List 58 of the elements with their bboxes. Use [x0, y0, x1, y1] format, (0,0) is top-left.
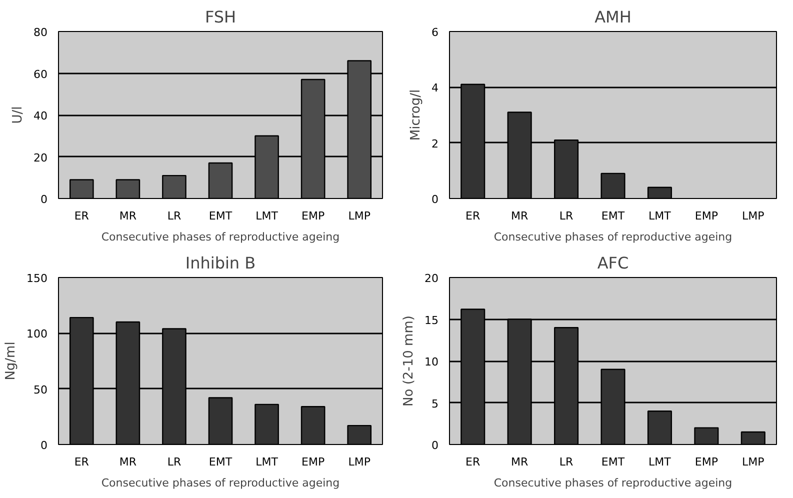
y-tick-label: 150: [26, 272, 48, 285]
x-tick-label: ER: [74, 210, 90, 222]
x-tick-label: ER: [466, 210, 481, 222]
y-tick-label: 10: [424, 356, 439, 368]
x-tick-label: LMP: [348, 456, 371, 468]
x-tick-label: LMP: [742, 456, 765, 468]
y-axis-title: Ng/ml: [4, 342, 19, 380]
x-tick-label: EMT: [601, 456, 625, 468]
x-tick-label: ER: [466, 456, 481, 468]
y-tick-label: 0: [432, 193, 438, 206]
x-tick-label: EMP: [694, 456, 718, 468]
x-axis-title: Consecutive phases of reproductive ageing: [101, 476, 340, 490]
x-axis-title: Consecutive phases of reproductive ageing: [494, 476, 732, 490]
chart-title: FSH: [204, 8, 236, 26]
y-tick-label: 40: [34, 110, 48, 122]
y-tick-label: 2: [432, 137, 438, 150]
y-tick-label: 100: [26, 328, 48, 341]
y-tick-label: 0: [40, 193, 48, 206]
x-axis-title: Consecutive phases of reproductive ageing: [101, 230, 340, 244]
chart-title: Inhibin B: [185, 254, 256, 272]
y-tick-label: 0: [432, 439, 438, 452]
x-tick-label: EMT: [601, 210, 625, 222]
x-tick-label: LMT: [648, 210, 672, 222]
y-tick-label: 5: [432, 397, 438, 410]
x-tick-label: MR: [119, 456, 137, 468]
chart-title: AFC: [597, 254, 629, 272]
x-tick-label: LMP: [742, 210, 765, 222]
y-tick-label: 4: [432, 82, 438, 95]
y-axis-title: Microg/l: [408, 89, 424, 141]
x-tick-label: LR: [559, 210, 574, 222]
x-tick-label: ER: [74, 456, 90, 468]
x-tick-label: MR: [511, 456, 528, 468]
x-tick-label: EMP: [302, 210, 325, 222]
x-tick-label: EMP: [302, 456, 325, 468]
y-tick-label: 50: [34, 383, 48, 396]
x-tick-label: LMT: [648, 456, 672, 468]
y-tick-label: 0: [40, 439, 48, 452]
y-tick-label: 15: [424, 314, 439, 327]
chart-title: AMH: [594, 8, 632, 26]
x-tick-label: LMP: [348, 210, 371, 222]
x-tick-label: MR: [119, 210, 137, 222]
y-tick-label: 80: [34, 26, 48, 39]
x-axis-title: Consecutive phases of reproductive ageing: [494, 230, 732, 244]
y-tick-label: 20: [34, 151, 48, 164]
y-axis-title: No (2-10 mm): [402, 316, 417, 406]
y-tick-label: 60: [34, 68, 48, 81]
y-tick-label: 20: [424, 272, 439, 285]
x-tick-label: LR: [167, 210, 182, 222]
x-tick-label: EMP: [694, 210, 718, 222]
x-tick-label: LMT: [256, 456, 278, 468]
x-tick-label: LR: [167, 456, 182, 468]
x-tick-label: EMT: [208, 456, 232, 468]
x-tick-label: MR: [511, 210, 528, 222]
x-tick-label: EMT: [208, 210, 232, 222]
x-tick-label: LR: [559, 456, 574, 468]
y-tick-label: 6: [432, 26, 438, 39]
y-axis-title: U/l: [10, 106, 26, 124]
x-tick-label: LMT: [256, 210, 278, 222]
